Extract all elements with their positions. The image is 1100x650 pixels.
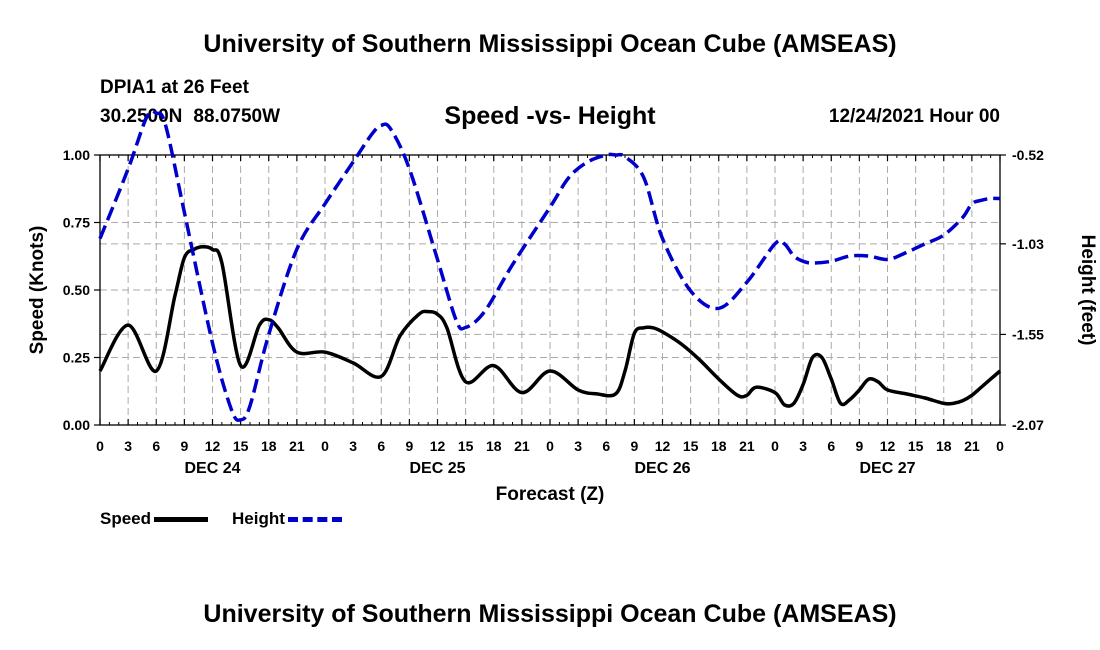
- y-right-tick-label: -1.03: [1012, 236, 1044, 252]
- x-tick-label: 6: [152, 438, 160, 454]
- y-left-tick-label: 0.50: [63, 282, 90, 298]
- x-tick-label: 9: [405, 438, 413, 454]
- x-tick-label: 9: [630, 438, 638, 454]
- x-tick-label: 12: [880, 438, 896, 454]
- y-left-tick-label: 0.25: [63, 350, 90, 366]
- legend-height-swatch: [287, 516, 342, 522]
- x-tick-label: 9: [180, 438, 188, 454]
- legend-height: Height: [232, 509, 342, 529]
- chart-title: University of Southern Mississippi Ocean…: [203, 30, 897, 58]
- x-tick-label: 9: [855, 438, 863, 454]
- y-left-tick-label: 0.75: [63, 215, 90, 231]
- speed-series-line: [98, 245, 1002, 408]
- x-tick-label: 15: [458, 438, 474, 454]
- x-tick-label: 0: [321, 438, 329, 454]
- legend-speed-label: Speed: [100, 509, 152, 528]
- y-right-tick-label: -1.55: [1012, 326, 1044, 342]
- station-label: DPIA1 at 26 Feet: [100, 77, 249, 98]
- x-tick-label: 3: [349, 438, 357, 454]
- x-tick-label: 21: [739, 438, 755, 454]
- x-tick-label: 18: [486, 438, 502, 454]
- longitude-label: 88.0750W: [193, 106, 281, 127]
- x-tick-label: 0: [996, 438, 1004, 454]
- y-left-tick-label: 1.00: [63, 147, 90, 163]
- x-tick-label: 18: [261, 438, 277, 454]
- forecast-datetime: 12/24/2021 Hour 00: [828, 106, 1000, 127]
- date-label: DEC 27: [859, 460, 915, 477]
- x-tick-label: 21: [514, 438, 530, 454]
- x-tick-label: 0: [546, 438, 554, 454]
- x-tick-label: 15: [683, 438, 699, 454]
- x-tick-label: 6: [602, 438, 610, 454]
- y-right-tick-label: -2.07: [1012, 417, 1044, 433]
- legend-speed: Speed: [100, 509, 209, 529]
- x-tick-label: 3: [574, 438, 582, 454]
- x-tick-label: 12: [655, 438, 671, 454]
- legend-height-label: Height: [232, 509, 285, 528]
- x-tick-label: 12: [430, 438, 446, 454]
- y-left-axis-title: Speed (Knots): [27, 226, 48, 355]
- x-tick-label: 3: [124, 438, 132, 454]
- x-tick-label: 3: [799, 438, 807, 454]
- x-tick-label: 6: [827, 438, 835, 454]
- x-tick-label: 6: [377, 438, 385, 454]
- date-label: DEC 26: [634, 460, 690, 477]
- legend-speed-swatch: [154, 516, 209, 522]
- y-right-tick-label: -0.52: [1012, 147, 1044, 163]
- x-tick-label: 21: [964, 438, 980, 454]
- height-series-line: [98, 109, 1001, 422]
- x-tick-label: 15: [908, 438, 924, 454]
- footer-title: University of Southern Mississippi Ocean…: [203, 600, 897, 628]
- x-tick-label: 0: [771, 438, 779, 454]
- x-tick-label: 0: [96, 438, 104, 454]
- coordinates: 30.2500N 88.0750W: [100, 106, 291, 128]
- y-right-axis-title: Height (feet): [1077, 235, 1098, 346]
- date-label: DEC 24: [184, 460, 240, 477]
- x-tick-label: 18: [936, 438, 952, 454]
- y-left-tick-label: 0.00: [63, 417, 90, 433]
- x-tick-label: 18: [711, 438, 727, 454]
- date-label: DEC 25: [409, 460, 465, 477]
- x-axis-title: Forecast (Z): [496, 484, 605, 505]
- chart-subtitle: Speed -vs- Height: [444, 102, 656, 130]
- x-tick-label: 21: [289, 438, 305, 454]
- x-tick-label: 15: [233, 438, 249, 454]
- latitude-label: 30.2500N: [100, 106, 183, 127]
- x-tick-label: 12: [205, 438, 221, 454]
